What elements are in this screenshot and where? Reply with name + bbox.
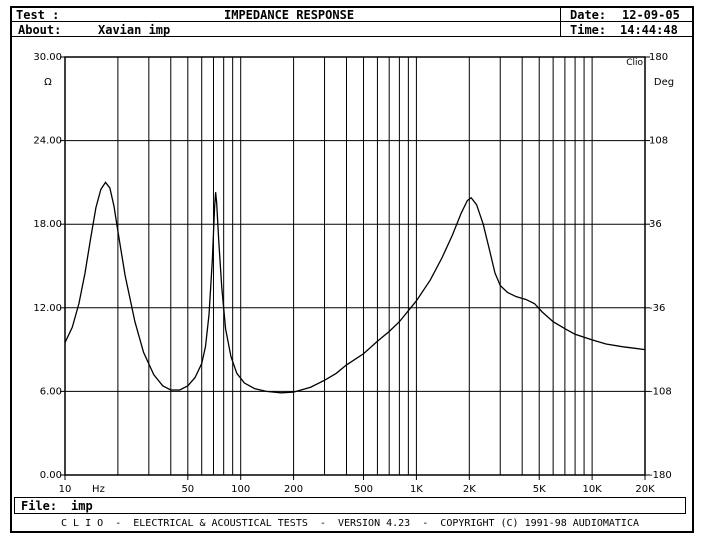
y-axis-unit-label: Ω [44, 77, 52, 88]
y-tick-label: 24.00 [33, 136, 62, 147]
x-tick-label: 5K [533, 484, 546, 495]
date-value: 12-09-05 [622, 8, 680, 22]
x-tick-label: 200 [284, 484, 303, 495]
x-tick-label: 1K [410, 484, 423, 495]
x-tick-label: 10 [59, 484, 72, 495]
y2-tick-label: -180 [649, 470, 672, 481]
y2-tick-label: 180 [649, 52, 668, 63]
file-value: imp [71, 499, 93, 513]
window-frame [10, 6, 694, 533]
impedance-curve [64, 181, 646, 394]
x-axis-unit-label: Hz [92, 484, 105, 495]
y2-axis-unit-label: Deg [654, 77, 674, 88]
y2-tick-label: -108 [649, 386, 672, 397]
header-bottom-line [10, 36, 694, 37]
header-vertical-divider [560, 6, 561, 36]
file-label: File: [21, 499, 58, 513]
y-tick-label: 0.00 [40, 470, 62, 481]
y2-tick-label: 108 [649, 136, 668, 147]
x-tick-label: 100 [231, 484, 250, 495]
y-tick-label: 30.00 [33, 52, 62, 63]
x-tick-label: 500 [354, 484, 373, 495]
x-tick-label: 50 [181, 484, 194, 495]
footer-copyright: C L I O - ELECTRICAL & ACOUSTICAL TESTS … [61, 518, 639, 529]
x-tick-label: 10K [582, 484, 602, 495]
x-tick-label: 20K [635, 484, 655, 495]
time-value: 14:44:48 [620, 23, 678, 37]
y-tick-label: 6.00 [40, 386, 62, 397]
about-value: Xavian imp [98, 23, 171, 37]
y-tick-label: 18.00 [33, 219, 62, 230]
y2-tick-label: 36 [649, 219, 662, 230]
test-label: Test : [16, 8, 60, 22]
file-box: File: imp [14, 497, 686, 514]
y2-tick-label: -36 [649, 303, 665, 314]
y-tick-label: 12.00 [33, 303, 62, 314]
time-label: Time: [570, 23, 607, 37]
about-label: About: [18, 23, 62, 37]
date-label: Date: [570, 8, 607, 22]
page-title: IMPEDANCE RESPONSE [224, 8, 355, 22]
clio-corner-label: Clio [626, 58, 643, 68]
plot-area [64, 56, 646, 476]
header-divider [10, 21, 694, 22]
x-tick-label: 2K [463, 484, 476, 495]
